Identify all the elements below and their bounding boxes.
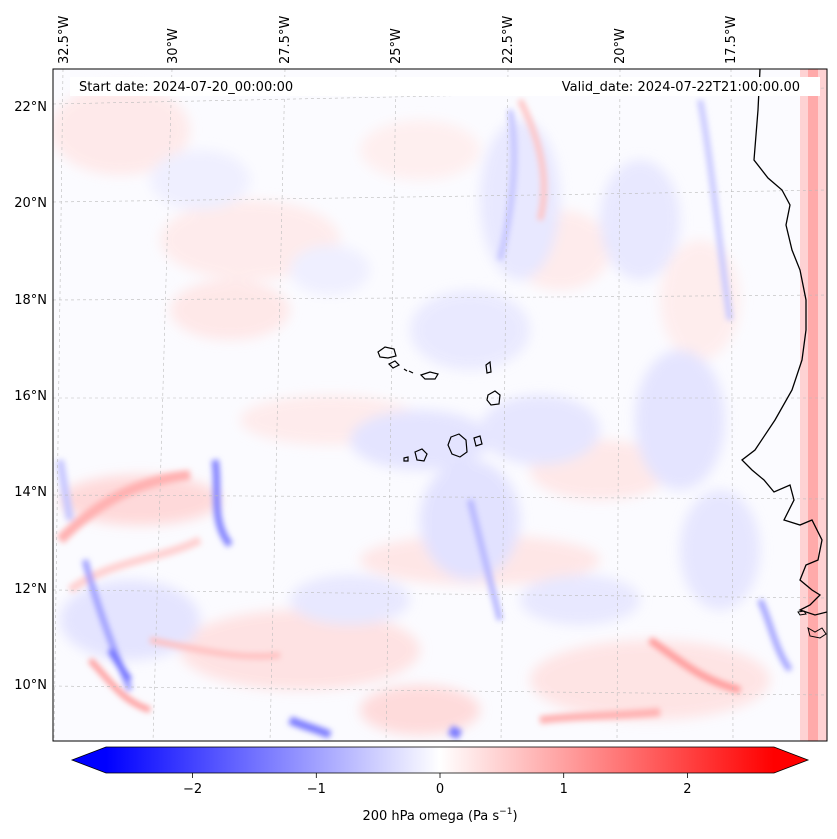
colorbar-tick-label: 1: [560, 782, 568, 797]
colorbar: −2 −1 0 1 2 200 hPa omega (Pa s−1): [70, 746, 810, 824]
latitude-labels: 22°N 20°N 18°N 16°N 14°N 12°N 10°N: [14, 100, 47, 693]
colorbar-tick-label: 0: [436, 782, 444, 797]
colorbar-tick-label: −1: [307, 782, 326, 797]
lon-label: 22.5°W: [501, 16, 516, 64]
lat-label: 18°N: [14, 293, 47, 308]
lat-label: 10°N: [14, 678, 47, 693]
colorbar-tick-label: −2: [183, 782, 202, 797]
colorbar-label: 200 hPa omega (Pa s−1): [362, 807, 517, 824]
lon-label: 20°W: [613, 28, 628, 64]
lat-label: 16°N: [14, 389, 47, 404]
lon-label: 25°W: [389, 28, 404, 64]
valid-date-label: Valid_date: 2024-07-22T21:00:00.00: [562, 80, 800, 95]
longitude-labels: 32.5°W 30°W 27.5°W 25°W 22.5°W 20°W 17.5…: [57, 16, 739, 64]
lon-label: 27.5°W: [278, 16, 293, 64]
africa-coastline: [741, 69, 827, 616]
colorbar-min-extend: [72, 747, 106, 773]
lon-label: 32.5°W: [57, 16, 72, 64]
lat-label: 22°N: [14, 100, 47, 115]
colorbar-tick-label: 2: [683, 782, 691, 797]
omega-field: [53, 69, 827, 741]
header-box: [70, 77, 820, 96]
start-date-label: Start date: 2024-07-20_00:00:00: [79, 80, 293, 95]
map-frame: [52, 68, 828, 742]
lat-label: 14°N: [14, 485, 47, 500]
bissagos-islands: [807, 626, 827, 639]
lon-label: 17.5°W: [724, 16, 739, 64]
cape-verde-islands: [377, 346, 501, 462]
colorbar-ticks: −2 −1 0 1 2: [183, 773, 692, 797]
lat-label: 20°N: [14, 196, 47, 211]
gridlines: [53, 69, 827, 741]
colorbar-gradient: [106, 747, 774, 773]
map-panel: Start date: 2024-07-20_00:00:00 Valid_da…: [52, 68, 828, 742]
lat-label: 12°N: [14, 582, 47, 597]
lon-label: 30°W: [166, 28, 181, 64]
colorbar-max-extend: [774, 747, 808, 773]
